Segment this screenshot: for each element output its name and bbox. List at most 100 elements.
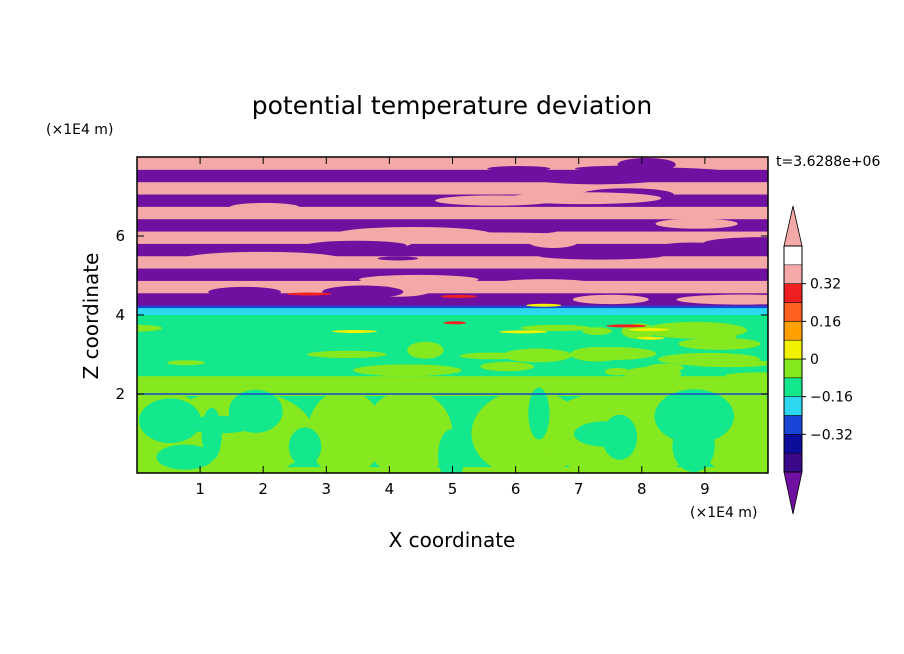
streak — [499, 330, 548, 334]
band-wave — [528, 236, 578, 248]
patch — [288, 427, 322, 466]
interface-blue — [137, 305, 768, 309]
patch — [582, 327, 612, 336]
patch — [602, 414, 638, 460]
band-wave — [335, 227, 491, 241]
colorbar-segment — [783, 339, 803, 360]
patch — [502, 348, 572, 363]
patch — [438, 429, 465, 473]
y-axis: 2 4 6 — [115, 227, 768, 403]
patch — [364, 366, 422, 376]
patch — [521, 324, 592, 332]
band-wave — [306, 240, 407, 250]
x-unit-label: (×1E4 m) — [690, 505, 757, 521]
band-wave — [227, 197, 303, 204]
colorbar-tick-label: −0.16 — [810, 390, 853, 406]
x-tick-label: 8 — [637, 480, 647, 498]
colorbar-segment — [783, 264, 803, 284]
streak — [526, 303, 562, 307]
colorbar: 0.32 0.16 0 −0.16 −0.32 — [783, 205, 853, 515]
band-wave — [676, 294, 768, 305]
band-wave — [684, 184, 768, 195]
patch — [528, 387, 550, 440]
patch — [137, 324, 163, 332]
band — [137, 181, 768, 195]
colorbar-segment — [783, 302, 803, 322]
band-wave — [487, 165, 551, 172]
x-tick-label: 6 — [511, 480, 521, 498]
colorbar-segment — [783, 358, 803, 379]
patch — [678, 337, 761, 350]
x-axis-label: X coordinate — [389, 528, 516, 552]
x-tick-label: 3 — [322, 480, 332, 498]
band-wave — [208, 286, 281, 298]
streak — [606, 324, 647, 328]
y-tick-label: 6 — [115, 227, 125, 245]
region-interface — [137, 307, 768, 315]
y-unit-label: (×1E4 m) — [46, 122, 113, 138]
patch — [570, 347, 657, 361]
y-tick-label: 2 — [115, 385, 125, 403]
colorbar-tick-label: 0 — [810, 352, 819, 368]
band-wave — [377, 256, 419, 261]
band-wave — [230, 202, 300, 212]
band-wave — [183, 251, 342, 266]
heatmap-field — [137, 157, 768, 473]
plume — [364, 390, 453, 473]
colorbar-segment — [783, 452, 803, 473]
band-wave — [703, 237, 768, 249]
colorbar-over — [783, 205, 803, 247]
colorbar-segment — [783, 415, 803, 435]
streak — [440, 294, 478, 298]
colorbar-segment — [783, 283, 803, 303]
colorbar-tick-label: 0.32 — [810, 277, 841, 293]
band — [137, 206, 768, 220]
band-wave — [425, 280, 491, 291]
band — [137, 218, 768, 232]
y-tick-label: 4 — [115, 306, 125, 324]
patch — [604, 367, 630, 376]
patch — [139, 398, 202, 444]
band-wave — [617, 157, 676, 172]
patch — [182, 415, 257, 434]
colorbar-segment — [783, 396, 803, 416]
streak — [628, 328, 670, 332]
streak — [286, 292, 332, 296]
band-wave — [526, 170, 668, 185]
patch — [307, 350, 387, 358]
colorbar-under — [783, 471, 803, 515]
x-tick-label: 4 — [385, 480, 395, 498]
band-wave — [494, 279, 594, 289]
patch — [480, 361, 535, 372]
band-wave — [322, 285, 404, 299]
streak — [443, 321, 467, 325]
band-wave — [572, 294, 649, 305]
band-wave — [162, 285, 213, 290]
time-label: t=3.6288e+06 — [776, 154, 880, 170]
patch — [201, 407, 222, 461]
chart-title: potential temperature deviation — [252, 91, 652, 120]
patch — [686, 359, 768, 368]
y-axis-label: Z coordinate — [79, 253, 103, 380]
colorbar-segment — [783, 434, 803, 454]
patch — [654, 389, 735, 444]
x-tick-label: 7 — [574, 480, 584, 498]
plume — [307, 390, 384, 473]
band-wave — [655, 218, 738, 229]
patch — [643, 321, 747, 339]
streak — [332, 329, 378, 333]
x-axis: 1 2 3 4 5 6 7 8 9 — [195, 157, 710, 498]
colorbar-segment — [783, 321, 803, 341]
patch — [646, 363, 685, 372]
x-tick-label: 2 — [258, 480, 268, 498]
band — [137, 268, 768, 281]
band-wave — [506, 192, 662, 205]
streak — [637, 336, 665, 340]
band-wave — [537, 251, 665, 260]
patch — [156, 444, 214, 470]
x-tick-label: 1 — [195, 480, 205, 498]
x-tick-label: 5 — [448, 480, 458, 498]
x-tick-label: 9 — [700, 480, 710, 498]
colorbar-tick-label: −0.32 — [810, 427, 853, 443]
